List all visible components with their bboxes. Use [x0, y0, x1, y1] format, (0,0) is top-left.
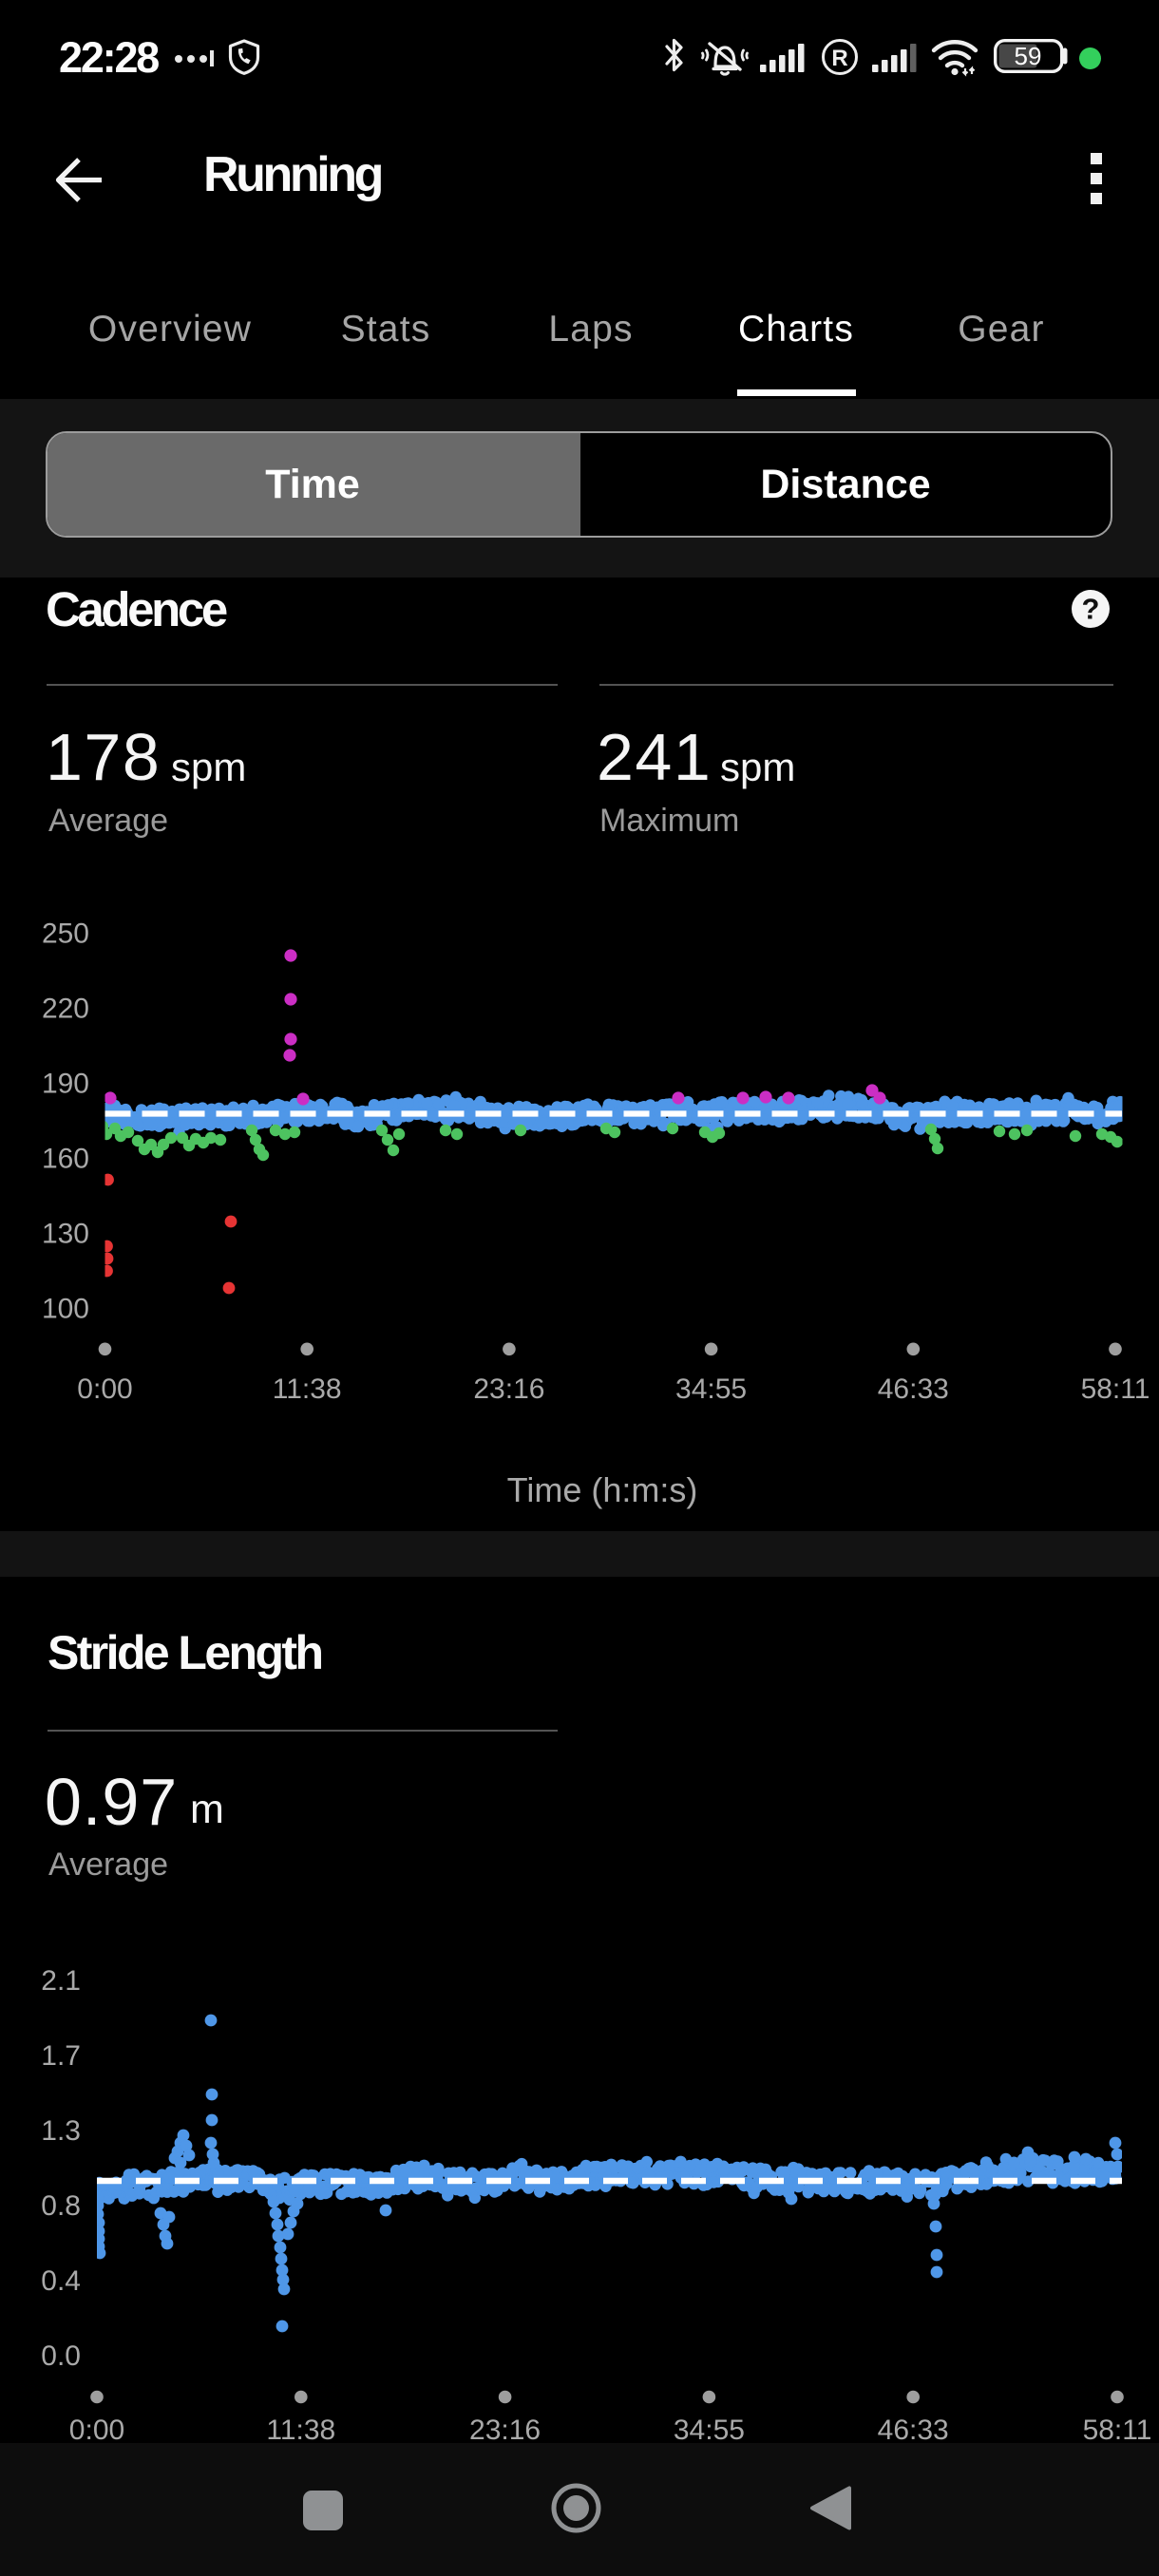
svg-text:2.1: 2.1	[41, 1965, 81, 1997]
svg-text:34:55: 34:55	[675, 1373, 747, 1405]
svg-text:220: 220	[42, 994, 89, 1025]
svg-text:11:38: 11:38	[266, 2415, 335, 2446]
svg-text:11:38: 11:38	[273, 1373, 342, 1405]
svg-text:0.4: 0.4	[41, 2265, 81, 2297]
svg-text:23:16: 23:16	[473, 1373, 544, 1405]
svg-text:100: 100	[42, 1294, 89, 1325]
svg-text:0:00: 0:00	[69, 2415, 124, 2446]
svg-text:250: 250	[42, 919, 89, 950]
svg-text:58:11: 58:11	[1083, 2415, 1152, 2446]
svg-text:R: R	[831, 46, 847, 71]
svg-text:190: 190	[42, 1069, 89, 1100]
svg-text:59: 59	[1015, 42, 1042, 70]
svg-text:58:11: 58:11	[1081, 1373, 1150, 1405]
svg-text:46:33: 46:33	[878, 1373, 949, 1405]
svg-text:23:16: 23:16	[469, 2415, 541, 2446]
svg-text:0:00: 0:00	[77, 1373, 132, 1405]
svg-text:1.3: 1.3	[41, 2115, 81, 2147]
svg-text:130: 130	[42, 1219, 89, 1250]
svg-text:46:33: 46:33	[878, 2415, 949, 2446]
svg-text:0.0: 0.0	[41, 2340, 81, 2372]
svg-text:0.8: 0.8	[41, 2190, 81, 2222]
svg-text:Time (h:m:s): Time (h:m:s)	[507, 1470, 698, 1509]
svg-text:34:55: 34:55	[674, 2415, 745, 2446]
svg-text:1.7: 1.7	[41, 2040, 81, 2072]
svg-text:160: 160	[42, 1144, 89, 1175]
